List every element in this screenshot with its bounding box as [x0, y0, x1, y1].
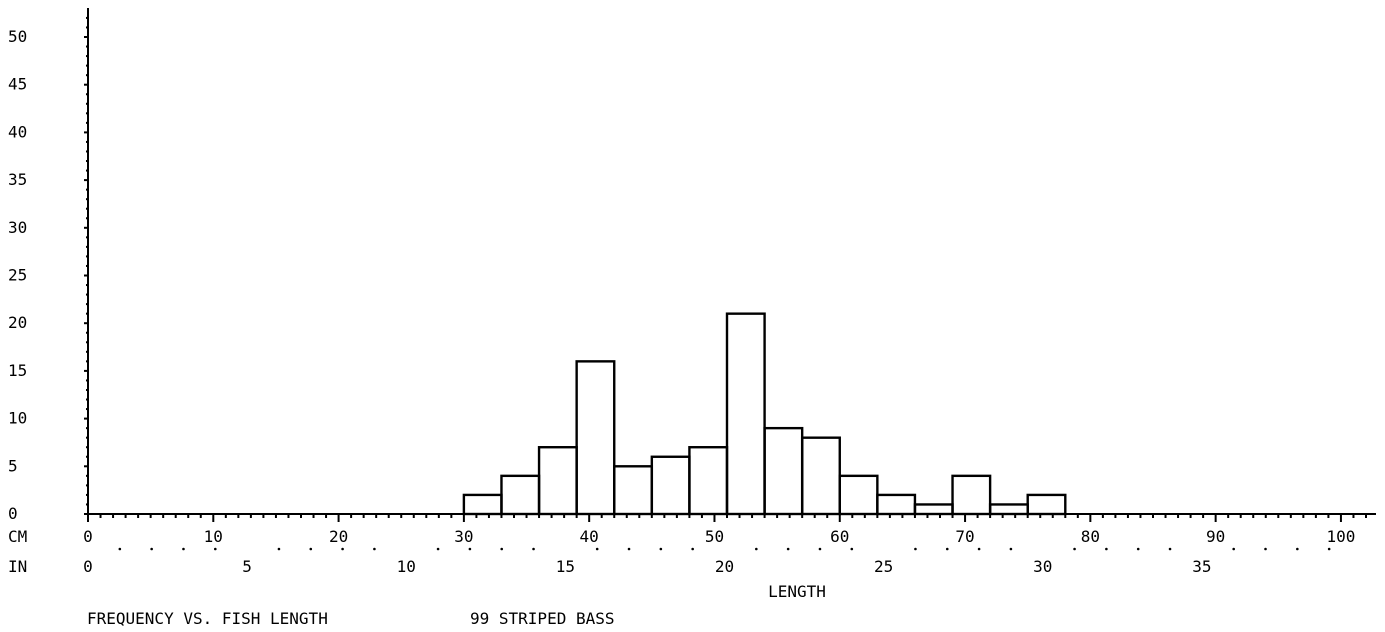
x-in-tick-label: 35 — [1192, 557, 1211, 576]
x-cm-tick-label: 20 — [329, 527, 348, 546]
x-in-minor-tick — [627, 547, 631, 551]
x-in-minor-tick — [309, 547, 313, 551]
x-in-minor-tick — [945, 547, 949, 551]
x-in-minor-tick — [786, 547, 790, 551]
x-in-minor-tick — [1232, 547, 1235, 551]
x-cm-tick-label: 40 — [580, 527, 599, 546]
x-in-minor-tick — [468, 547, 472, 551]
x-in-tick-label: 20 — [715, 557, 734, 576]
x-in-tick-label: 30 — [1033, 557, 1052, 576]
cm-unit-label: CM — [8, 527, 27, 546]
x-in-minor-tick — [532, 547, 535, 551]
y-tick-label: 5 — [8, 456, 18, 475]
histogram-bar — [537, 446, 578, 516]
x-cm-tick-label: 60 — [830, 527, 849, 546]
chart-subtitle: 99 STRIPED BASS — [470, 609, 615, 628]
x-in-tick-label: 25 — [874, 557, 893, 576]
x-in-minor-tick — [213, 547, 217, 551]
histogram-bars — [462, 312, 1067, 516]
x-cm-tick-label: 0 — [83, 527, 93, 546]
x-cm-tick-label: 80 — [1081, 527, 1100, 546]
y-tick-label: 20 — [8, 313, 27, 332]
x-in-minor-tick — [1264, 547, 1267, 551]
x-axis-title: LENGTH — [768, 582, 826, 601]
x-in-minor-tick — [659, 547, 663, 551]
x-in-minor-tick — [850, 547, 854, 551]
x-in-minor-tick — [118, 547, 122, 551]
y-tick-label: 35 — [8, 170, 27, 189]
histogram-bar — [1026, 493, 1067, 516]
x-in-minor-tick — [277, 547, 281, 551]
x-in-minor-tick — [500, 547, 504, 551]
y-tick-label: 30 — [8, 218, 27, 237]
x-in-minor-tick — [818, 547, 822, 551]
histogram-bar — [951, 474, 992, 516]
x-in-minor-tick — [1136, 547, 1140, 551]
x-in-minor-tick — [341, 547, 344, 551]
x-in-minor-tick — [691, 547, 694, 551]
histogram-bar — [800, 436, 841, 516]
x-in-minor-tick — [436, 547, 440, 551]
y-tick-label: 25 — [8, 266, 27, 285]
chart-title: FREQUENCY VS. FISH LENGTH — [87, 609, 328, 628]
x-axis: 0 10 20 30 40 50 60 70 80 90 100 0 5 10 15 20 25 30 35 — [83, 513, 1376, 576]
x-in-tick-label: 0 — [83, 557, 93, 576]
x-in-minor-tick — [914, 547, 917, 551]
histogram-bar — [650, 455, 691, 516]
x-in-minor-tick — [1105, 547, 1108, 551]
histogram-bar — [725, 312, 766, 516]
x-in-minor-tick — [1327, 547, 1331, 551]
x-in-minor-tick — [595, 547, 599, 551]
y-tick-label: 50 — [8, 27, 27, 46]
x-cm-tick-label: 50 — [705, 527, 724, 546]
x-in-tick-label: 5 — [242, 557, 252, 576]
x-in-minor-tick — [977, 547, 981, 551]
in-unit-label: IN — [8, 557, 27, 576]
x-cm-tick-label: 70 — [955, 527, 974, 546]
histogram-bar — [575, 360, 616, 516]
x-cm-tick-label: 30 — [454, 527, 473, 546]
y-tick-label: 40 — [8, 122, 27, 141]
y-axis: 0 5 10 15 20 25 30 35 40 45 50 — [8, 8, 89, 523]
histogram-bar — [613, 465, 654, 516]
histogram-bar — [462, 493, 503, 516]
histogram-bar — [763, 426, 804, 516]
histogram-bar — [688, 446, 729, 516]
x-in-minor-tick — [150, 547, 153, 551]
histogram-bar — [913, 503, 954, 516]
x-cm-tick-label: 90 — [1206, 527, 1225, 546]
x-in-tick-label: 15 — [556, 557, 575, 576]
x-cm-tick-label: 10 — [204, 527, 223, 546]
y-tick-label: 45 — [8, 75, 27, 94]
y-tick-label: 10 — [8, 409, 27, 428]
x-in-minor-tick — [373, 547, 376, 551]
x-in-tick-label: 10 — [397, 557, 416, 576]
x-in-minor-tick — [1168, 547, 1172, 551]
x-in-minor-tick — [1009, 547, 1013, 551]
x-in-minor-tick — [1073, 547, 1076, 551]
x-cm-tick-label: 100 — [1326, 527, 1355, 546]
histogram-bar — [876, 493, 917, 516]
x-in-minor-tick — [182, 547, 185, 551]
x-in-minor-tick — [1296, 547, 1299, 551]
y-tick-label: 15 — [8, 361, 27, 380]
x-in-minor-tick — [755, 547, 758, 551]
histogram-bar — [838, 474, 879, 516]
histogram-bar — [500, 474, 541, 516]
y-tick-label: 0 — [8, 504, 18, 523]
histogram-bar — [988, 503, 1029, 516]
